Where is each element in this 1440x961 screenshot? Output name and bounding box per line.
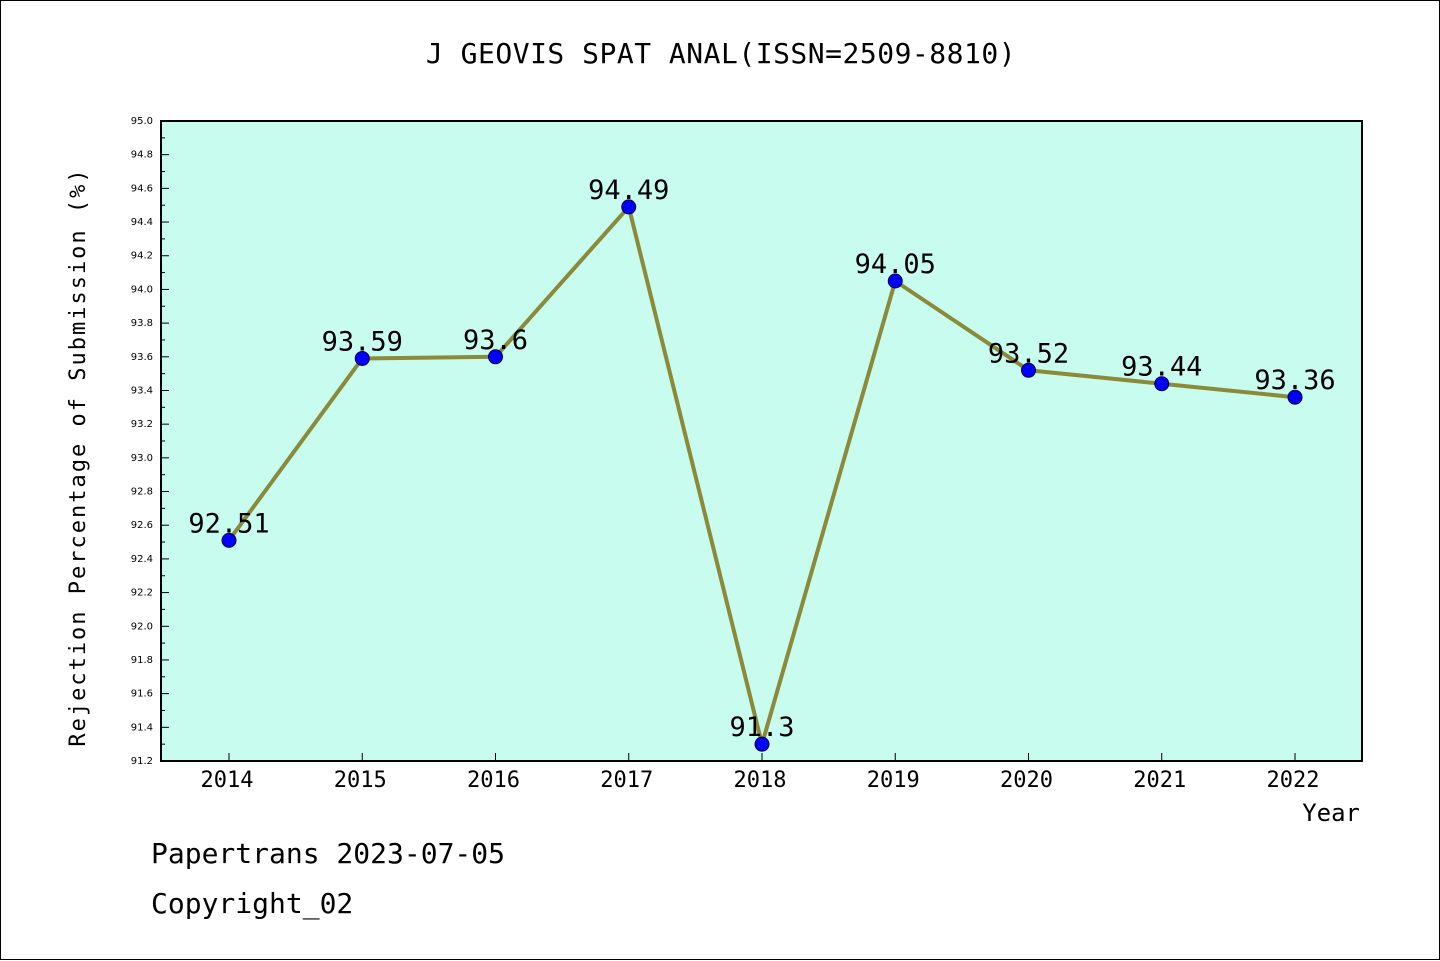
- data-point: [754, 736, 770, 752]
- y-tick-label: 92.0: [131, 621, 153, 632]
- data-label: 94.05: [855, 249, 936, 280]
- footer-publisher-date: Papertrans 2023-07-05: [151, 837, 506, 870]
- y-tick-label: 91.2: [131, 756, 153, 767]
- y-tick-label: 92.2: [131, 588, 153, 599]
- data-point: [1287, 389, 1303, 405]
- data-label: 91.3: [729, 712, 794, 743]
- y-tick-label: 95.0: [131, 116, 153, 127]
- y-tick-label: 94.8: [131, 150, 153, 161]
- data-label: 94.49: [588, 175, 669, 206]
- y-tick-label: 92.4: [131, 554, 153, 565]
- data-label: 93.36: [1254, 365, 1335, 396]
- x-tick-label: 2014: [201, 768, 254, 793]
- y-tick-label: 94.2: [131, 251, 153, 262]
- y-tick-label: 94.6: [131, 183, 153, 194]
- x-tick-label: 2018: [734, 768, 787, 793]
- data-label: 92.51: [188, 508, 269, 539]
- y-tick-label: 94.0: [131, 284, 153, 295]
- x-tick-label: 2021: [1133, 768, 1186, 793]
- data-point: [621, 199, 637, 215]
- data-point: [221, 532, 237, 548]
- y-tick-label: 93.0: [131, 453, 153, 464]
- data-label: 93.59: [322, 326, 403, 357]
- y-tick-label: 92.8: [131, 487, 153, 498]
- x-tick-label: 2015: [334, 768, 387, 793]
- y-tick-label: 91.6: [131, 689, 153, 700]
- data-point: [1021, 362, 1036, 378]
- x-tick-label: 2016: [467, 768, 520, 793]
- y-tick-label: 93.6: [131, 352, 153, 363]
- y-tick-label: 93.8: [131, 318, 153, 329]
- chart-title: J GEOVIS SPAT ANAL(ISSN=2509-8810): [425, 37, 1017, 70]
- y-tick-label: 93.4: [131, 385, 153, 396]
- x-tick-label: 2017: [600, 768, 653, 793]
- y-axis-label: Rejection Percentage of Submission (%): [66, 167, 91, 746]
- plot-area: [161, 121, 1362, 761]
- y-tick-label: 93.2: [131, 419, 153, 430]
- data-label: 93.44: [1121, 352, 1202, 383]
- data-point: [488, 349, 503, 365]
- data-label: 93.6: [463, 325, 528, 356]
- data-point: [354, 350, 370, 366]
- footer-copyright: Copyright_02: [151, 887, 354, 920]
- y-tick-label: 91.8: [131, 655, 153, 666]
- y-tick-label: 91.4: [131, 722, 153, 733]
- x-axis-label: Year: [1302, 799, 1360, 827]
- plot-border: [160, 120, 1363, 762]
- x-tick-label: 2020: [1000, 768, 1053, 793]
- y-tick-label: 92.6: [131, 520, 153, 531]
- x-tick-label: 2022: [1267, 768, 1320, 793]
- data-point: [887, 273, 903, 289]
- x-tick-label: 2019: [867, 768, 920, 793]
- data-label: 93.52: [988, 338, 1069, 369]
- data-point: [1154, 376, 1170, 392]
- y-tick-label: 94.4: [131, 217, 153, 228]
